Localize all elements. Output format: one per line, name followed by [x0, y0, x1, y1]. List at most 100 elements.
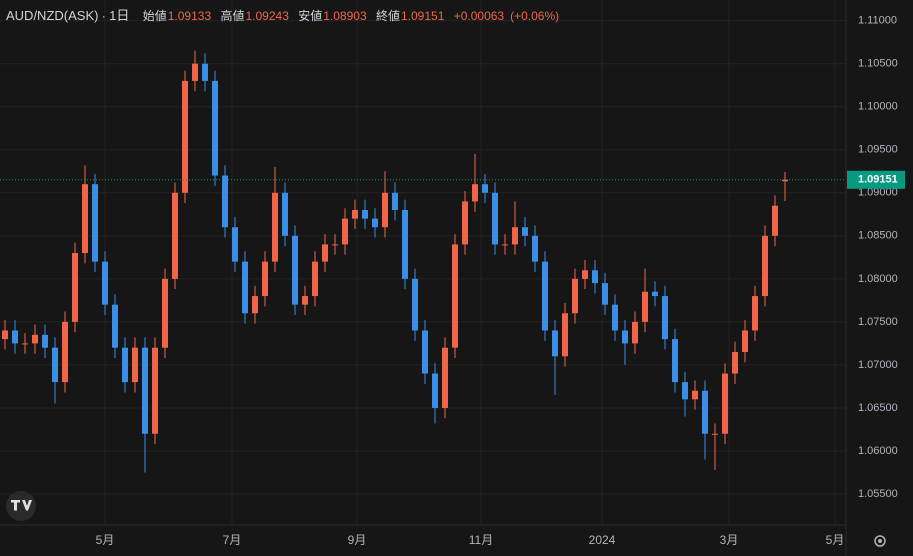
value-close: 1.09151 — [400, 9, 445, 23]
y-tick-label: 1.09000 — [858, 187, 898, 199]
candle-body — [22, 343, 28, 345]
candle-body — [632, 321, 638, 344]
value-low: 1.08903 — [323, 9, 367, 23]
label-open: 始値 — [142, 9, 167, 23]
candle-body — [762, 235, 768, 297]
y-tick-label: 1.09500 — [858, 144, 898, 156]
candle-body — [122, 347, 128, 383]
settings-icon[interactable] — [874, 535, 886, 547]
x-tick-label: 3月 — [720, 533, 739, 547]
candle-body — [102, 261, 108, 305]
candle-body — [732, 352, 738, 374]
change: +0.00063 — [453, 9, 505, 23]
interval: 1日 — [109, 8, 130, 23]
candle-body — [582, 270, 588, 279]
y-tick-label: 1.07500 — [858, 316, 898, 328]
x-tick-label: 5月 — [96, 533, 115, 547]
x-tick-label: 9月 — [348, 533, 367, 547]
candle-body — [332, 244, 338, 246]
candle-body — [152, 347, 158, 434]
candle-body — [542, 261, 548, 331]
gear[interactable] — [874, 535, 886, 547]
candle-body — [492, 192, 498, 245]
x-tick-label: 2024 — [589, 533, 616, 547]
x-tick-label: 5月 — [826, 533, 845, 547]
x-tick-label: 7月 — [223, 533, 242, 547]
candle-body — [212, 80, 218, 176]
y-tick-label: 1.07000 — [858, 359, 898, 371]
x-tick-label: 11月 — [469, 533, 493, 547]
candle-body — [412, 278, 418, 331]
candle-body — [592, 270, 598, 284]
candle-body — [322, 244, 328, 262]
tv-logo[interactable] — [6, 491, 36, 521]
candle-body — [202, 63, 208, 81]
candle-body — [502, 244, 508, 246]
candle-body — [782, 179, 788, 182]
last-price-tag — [847, 170, 905, 189]
candle-body — [312, 261, 318, 297]
candle-body — [752, 296, 758, 331]
candle-body — [482, 184, 488, 193]
candle-body — [192, 63, 198, 81]
candle-body — [62, 321, 68, 383]
sep: · — [101, 9, 110, 23]
candle-body — [42, 334, 48, 348]
gear-center[interactable] — [878, 539, 882, 543]
candle-body — [622, 330, 628, 344]
candle-body — [182, 80, 188, 193]
label-close: 終値 — [375, 9, 400, 23]
candle-body — [642, 291, 648, 322]
candle-body — [472, 184, 478, 202]
value-open: 1.09133 — [167, 9, 212, 23]
candle-body — [692, 390, 698, 400]
candle-body — [402, 210, 408, 279]
candle-body — [2, 330, 8, 340]
candle-body — [742, 330, 748, 353]
candle-body — [82, 184, 88, 254]
logo-bg[interactable] — [6, 491, 36, 521]
candle-body — [572, 278, 578, 314]
candle-body — [162, 278, 168, 348]
candle-body — [512, 227, 518, 245]
candle-body — [662, 296, 668, 340]
candle-body — [602, 283, 608, 305]
candle-body — [362, 210, 368, 219]
candle-body — [702, 390, 708, 434]
y-tick-label: 1.06000 — [858, 445, 898, 457]
label-high: 高値 — [220, 9, 245, 23]
candle-body — [432, 373, 438, 408]
y-tick-label: 1.06500 — [858, 402, 898, 414]
candle-body — [382, 192, 388, 228]
y-tick-label: 1.08000 — [858, 273, 898, 285]
candle-body — [682, 382, 688, 400]
y-tick-label: 1.05500 — [858, 488, 898, 500]
candle-body — [72, 253, 78, 322]
candle-body — [242, 261, 248, 314]
candle-body — [552, 330, 558, 357]
candle-body — [142, 347, 148, 434]
candle-body — [392, 192, 398, 210]
candle-body — [132, 347, 138, 383]
candle-body — [292, 235, 298, 305]
candle-body — [712, 433, 718, 435]
candle-body — [232, 227, 238, 262]
candle-body — [672, 339, 678, 383]
candle-body — [172, 192, 178, 279]
header: AUD/NZD(ASK) · 1日 始値1.09133 高値1.09243 安値… — [6, 5, 565, 24]
candle-body — [522, 227, 528, 236]
candle-body — [372, 218, 378, 228]
last-price-label: 1.09151 — [858, 174, 898, 186]
logo-mark[interactable] — [11, 500, 32, 511]
value-high: 1.09243 — [245, 9, 289, 23]
candle-body — [222, 175, 228, 228]
candle-body — [112, 304, 118, 348]
candle-body — [92, 184, 98, 262]
symbol: AUD/NZD(ASK) — [6, 8, 99, 23]
candle-body — [442, 347, 448, 408]
candle-body — [302, 296, 308, 305]
candle-body — [52, 347, 58, 383]
label-low: 安値 — [298, 9, 323, 23]
